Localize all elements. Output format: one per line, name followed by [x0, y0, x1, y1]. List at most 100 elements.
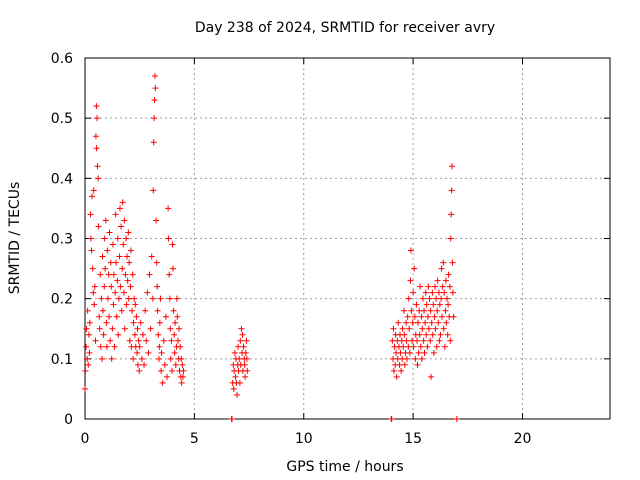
data-point: [433, 343, 440, 350]
data-point: [132, 301, 139, 308]
data-point: [82, 367, 89, 374]
data-point: [84, 355, 91, 362]
data-point: [430, 301, 437, 308]
data-point: [404, 313, 411, 320]
data-point: [110, 301, 117, 308]
data-point: [85, 331, 92, 338]
data-point: [424, 343, 431, 350]
data-point: [434, 277, 441, 284]
data-point: [93, 145, 100, 152]
data-point: [393, 373, 400, 380]
data-point: [411, 265, 418, 272]
y-tick-label: 0.2: [51, 292, 73, 308]
data-point: [112, 289, 119, 296]
data-point: [142, 307, 149, 314]
data-point: [172, 319, 179, 326]
data-point: [453, 416, 460, 422]
data-point: [144, 289, 151, 296]
data-point: [146, 271, 153, 278]
data-point: [125, 229, 132, 236]
data-point: [229, 416, 235, 422]
data-point: [174, 313, 181, 320]
data-point: [396, 361, 403, 368]
data-point: [123, 235, 130, 242]
data-point: [109, 325, 116, 332]
data-point: [422, 289, 429, 296]
data-point: [166, 271, 173, 278]
data-point: [178, 355, 185, 362]
data-point: [243, 337, 250, 344]
data-point: [420, 337, 427, 344]
data-point: [152, 85, 159, 92]
data-point: [435, 319, 442, 326]
data-point: [134, 361, 141, 368]
data-point: [407, 277, 414, 284]
data-point: [398, 367, 405, 374]
data-point: [168, 337, 175, 344]
data-point: [180, 373, 186, 380]
data-point: [436, 301, 443, 308]
data-point: [423, 301, 430, 308]
data-point: [405, 295, 412, 302]
data-point: [162, 313, 169, 320]
data-point: [431, 313, 438, 320]
data-point: [119, 265, 126, 272]
data-point: [103, 319, 110, 326]
data-point: [165, 205, 172, 212]
data-point: [94, 163, 101, 170]
data-point: [440, 325, 447, 332]
data-point: [450, 313, 457, 320]
data-point: [406, 349, 413, 356]
data-point: [141, 361, 148, 368]
data-point: [416, 331, 423, 338]
data-point: [108, 355, 115, 362]
data-point: [90, 187, 97, 194]
data-point: [133, 313, 140, 320]
data-point: [108, 283, 115, 290]
data-point: [169, 265, 176, 272]
data-point: [400, 307, 407, 314]
data-point: [418, 355, 425, 362]
data-point: [110, 241, 116, 248]
data-point: [399, 325, 406, 332]
tick-labels: 0 5 10 15 20 0 0.1 0.2 0.3 0.4 0.5 0.6: [51, 51, 532, 447]
data-point: [135, 337, 142, 344]
data-point: [435, 289, 442, 296]
data-point: [85, 361, 92, 368]
data-point: [153, 259, 160, 266]
data-point: [397, 349, 404, 356]
data-point: [439, 313, 445, 320]
data-point: [445, 301, 452, 308]
data-point: [419, 295, 426, 302]
data-point: [110, 271, 117, 278]
data-point: [136, 367, 143, 374]
data-point: [177, 343, 184, 350]
data-point: [149, 295, 156, 302]
data-point: [408, 307, 415, 314]
data-point: [421, 307, 428, 314]
data-point: [131, 331, 138, 338]
data-point: [169, 367, 176, 374]
y-axis-label: SRMTID / TECUs: [7, 182, 23, 295]
data-point: [242, 349, 249, 356]
data-point: [127, 283, 134, 290]
data-point: [407, 247, 414, 254]
data-point: [444, 295, 451, 302]
data-point: [174, 337, 181, 344]
data-point: [93, 103, 100, 110]
data-point: [439, 283, 446, 290]
y-tick-label: 0.4: [51, 171, 73, 187]
data-point: [442, 307, 449, 314]
data-point: [443, 319, 450, 326]
data-point: [180, 367, 187, 374]
data-point: [104, 295, 111, 302]
y-tick-label: 0.5: [51, 111, 73, 127]
data-point: [447, 337, 454, 344]
data-point: [418, 313, 425, 320]
data-point: [429, 331, 436, 338]
data-point: [104, 247, 111, 254]
data-point: [154, 283, 161, 290]
data-point: [102, 265, 109, 272]
data-point: [91, 301, 98, 308]
